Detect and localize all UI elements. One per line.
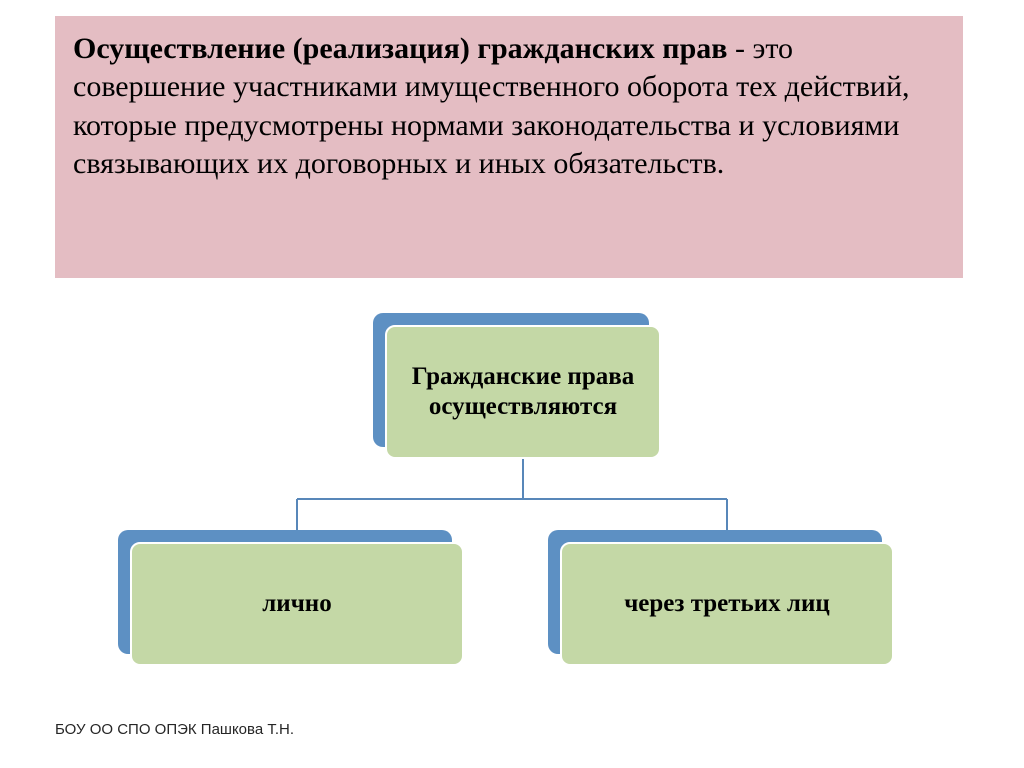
- node-right-label: через третьих лиц: [624, 589, 830, 619]
- node-root-label: Гражданские права осуществляются: [405, 362, 641, 422]
- definition-dash: -: [735, 32, 745, 65]
- definition-box: Осуществление (реализация) гражданских п…: [55, 16, 963, 278]
- node-right-wrap: через третьих лиц: [560, 542, 894, 666]
- node-left-label: лично: [262, 589, 331, 619]
- node-right: через третьих лиц: [560, 542, 894, 666]
- node-left-wrap: лично: [130, 542, 464, 666]
- footer-credit: БОУ ОО СПО ОПЭК Пашкова Т.Н.: [55, 721, 294, 738]
- node-root-wrap: Гражданские права осуществляются: [385, 325, 661, 459]
- definition-title: Осуществление (реализация) гражданских п…: [73, 32, 735, 65]
- tree-diagram: Гражданские права осуществляются лично ч…: [0, 310, 1024, 710]
- node-left: лично: [130, 542, 464, 666]
- node-root: Гражданские права осуществляются: [385, 325, 661, 459]
- footer-text: БОУ ОО СПО ОПЭК Пашкова Т.Н.: [55, 721, 294, 738]
